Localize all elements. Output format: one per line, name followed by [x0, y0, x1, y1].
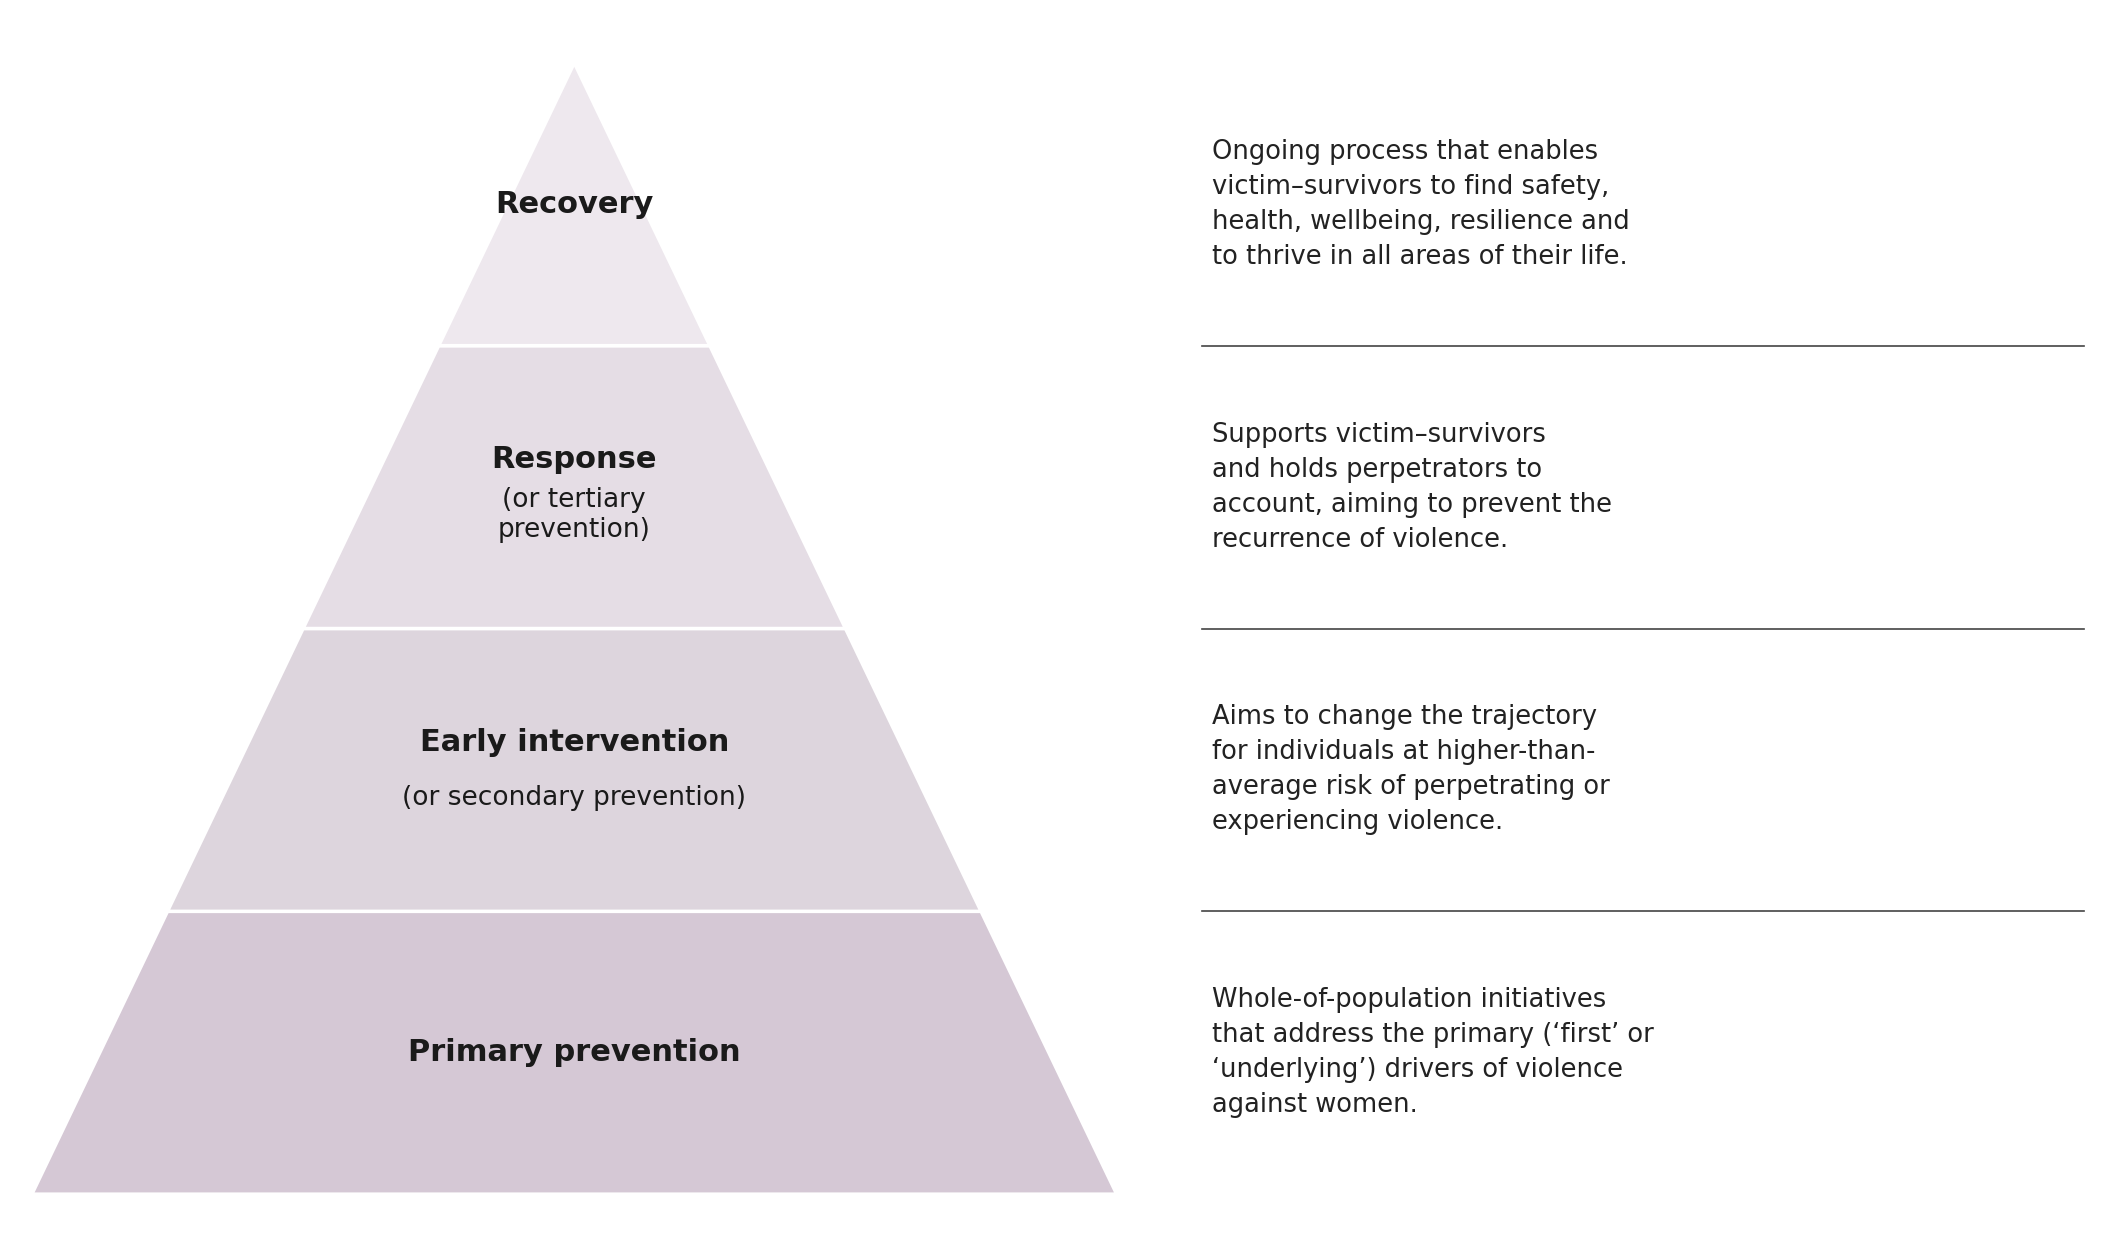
Text: Whole-of-population initiatives
that address the primary (‘first’ or
‘underlying: Whole-of-population initiatives that add…	[1212, 987, 1655, 1119]
Text: Early intervention: Early intervention	[419, 728, 730, 757]
Text: Ongoing process that enables
victim–survivors to find safety,
health, wellbeing,: Ongoing process that enables victim–surv…	[1212, 138, 1629, 270]
Polygon shape	[304, 346, 847, 628]
Polygon shape	[32, 911, 1117, 1194]
Text: Recovery: Recovery	[496, 190, 653, 219]
Text: (or tertiary
prevention): (or tertiary prevention)	[498, 486, 651, 543]
Text: Primary prevention: Primary prevention	[408, 1038, 740, 1067]
Polygon shape	[438, 63, 710, 346]
Text: Aims to change the trajectory
for individuals at higher-than-
average risk of pe: Aims to change the trajectory for indivi…	[1212, 704, 1610, 836]
Text: Response: Response	[491, 445, 657, 474]
Text: Supports victim–survivors
and holds perpetrators to
account, aiming to prevent t: Supports victim–survivors and holds perp…	[1212, 421, 1612, 553]
Text: (or secondary prevention): (or secondary prevention)	[402, 784, 747, 811]
Polygon shape	[168, 628, 981, 911]
